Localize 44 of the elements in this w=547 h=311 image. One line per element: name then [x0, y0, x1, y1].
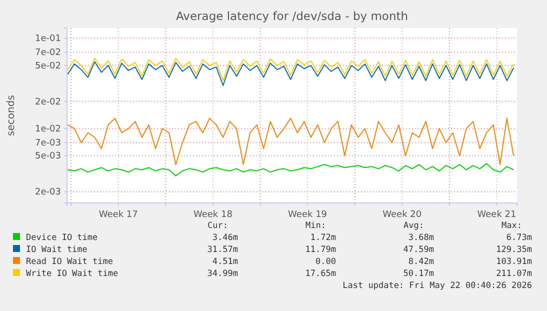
y-tick-label: 2e-03: [35, 188, 61, 198]
line-series: [67, 163, 514, 176]
text: Avg:: [404, 221, 424, 231]
legend-label: IO Wait time: [26, 245, 88, 255]
y-tick-label: 1e-02: [35, 124, 61, 134]
line-series: [67, 61, 514, 86]
text: 8.42m: [408, 257, 434, 267]
y-tick-label: 5e-02: [35, 61, 61, 72]
text: 103.91m: [496, 257, 532, 267]
text: 34.99m: [207, 269, 238, 279]
text: 4.51m: [212, 257, 238, 267]
x-tick-label: Week 20: [382, 210, 422, 220]
text: Last update: Fri May 22 00:40:26 2026: [342, 281, 532, 291]
text: Min:: [306, 221, 326, 231]
text: Max:: [502, 221, 522, 231]
legend-label: Write IO Wait time: [26, 269, 118, 279]
y-tick-label: 2e-02: [35, 97, 61, 108]
x-tick-label: Week 18: [193, 210, 233, 220]
legend-label: Device IO time: [26, 233, 98, 243]
y-tick-label: 7e-02: [35, 48, 61, 58]
line-series: [67, 58, 514, 82]
legend-label: Read IO Wait time: [26, 257, 113, 267]
y-tick-label: 5e-03: [35, 152, 61, 162]
text: 1.72m: [310, 233, 336, 243]
text: 3.68m: [408, 233, 434, 243]
text: 17.65m: [305, 269, 336, 279]
y-axis-title: seconds: [6, 95, 17, 136]
text: 211.07m: [496, 269, 532, 279]
text: 0.00: [316, 257, 336, 267]
text: 129.35m: [496, 245, 532, 255]
text: 3.46m: [212, 233, 238, 243]
text: 11.79m: [305, 245, 336, 255]
y-tick-label: 1e-01: [35, 34, 61, 44]
text: 47.59m: [403, 245, 434, 255]
x-tick-label: Week 21: [477, 210, 516, 220]
text: 31.57m: [207, 245, 238, 255]
line-series: [67, 118, 514, 166]
text: 50.17m: [403, 269, 434, 279]
text: 6.73m: [506, 233, 532, 243]
y-tick-label: 7e-03: [35, 138, 61, 148]
x-tick-label: Week 17: [98, 210, 138, 220]
x-tick-label: Week 19: [288, 210, 328, 220]
text: Cur:: [208, 221, 228, 231]
chart-title: Average latency for /dev/sda - by month: [176, 9, 408, 23]
